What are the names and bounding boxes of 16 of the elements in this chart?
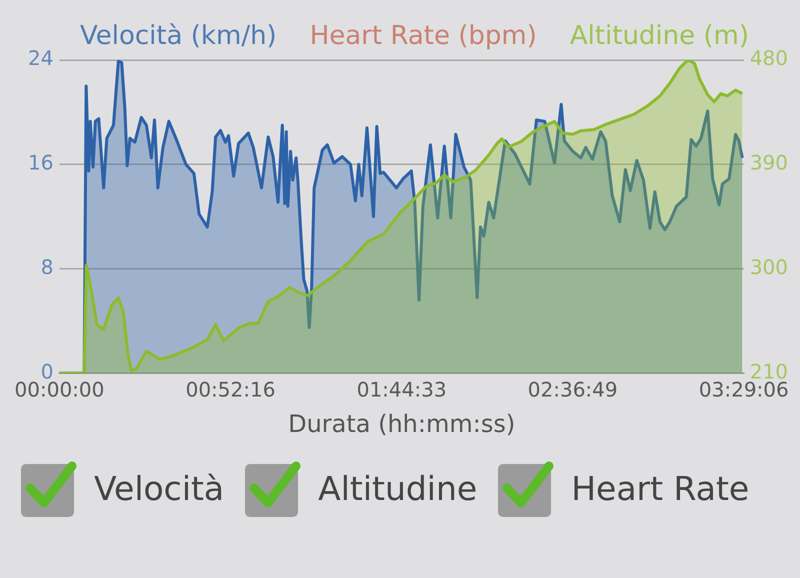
y-tick-label: 24: [28, 46, 54, 70]
y-tick-label: 16: [28, 150, 54, 175]
x-tick-label: 00:52:16: [186, 377, 276, 402]
text: Altitudine: [318, 468, 478, 508]
x-tick-label: 02:36:49: [528, 377, 618, 402]
series-label: Altitudine (m): [570, 20, 750, 51]
x-tick-label: 01:44:33: [356, 377, 447, 402]
y2-tick-label: 300: [750, 255, 788, 280]
y-tick-label: 8: [40, 255, 54, 280]
text: Velocità: [94, 468, 224, 508]
x-axis-title: Durata (hh:mm:ss): [288, 410, 516, 438]
y2-tick-label: 480: [750, 46, 788, 70]
text: Heart Rate: [571, 468, 750, 508]
y2-tick-label: 390: [750, 150, 788, 175]
legend-label: Heart Rate (bpm): [310, 20, 537, 51]
series-label: Velocità (km/h): [80, 20, 277, 51]
